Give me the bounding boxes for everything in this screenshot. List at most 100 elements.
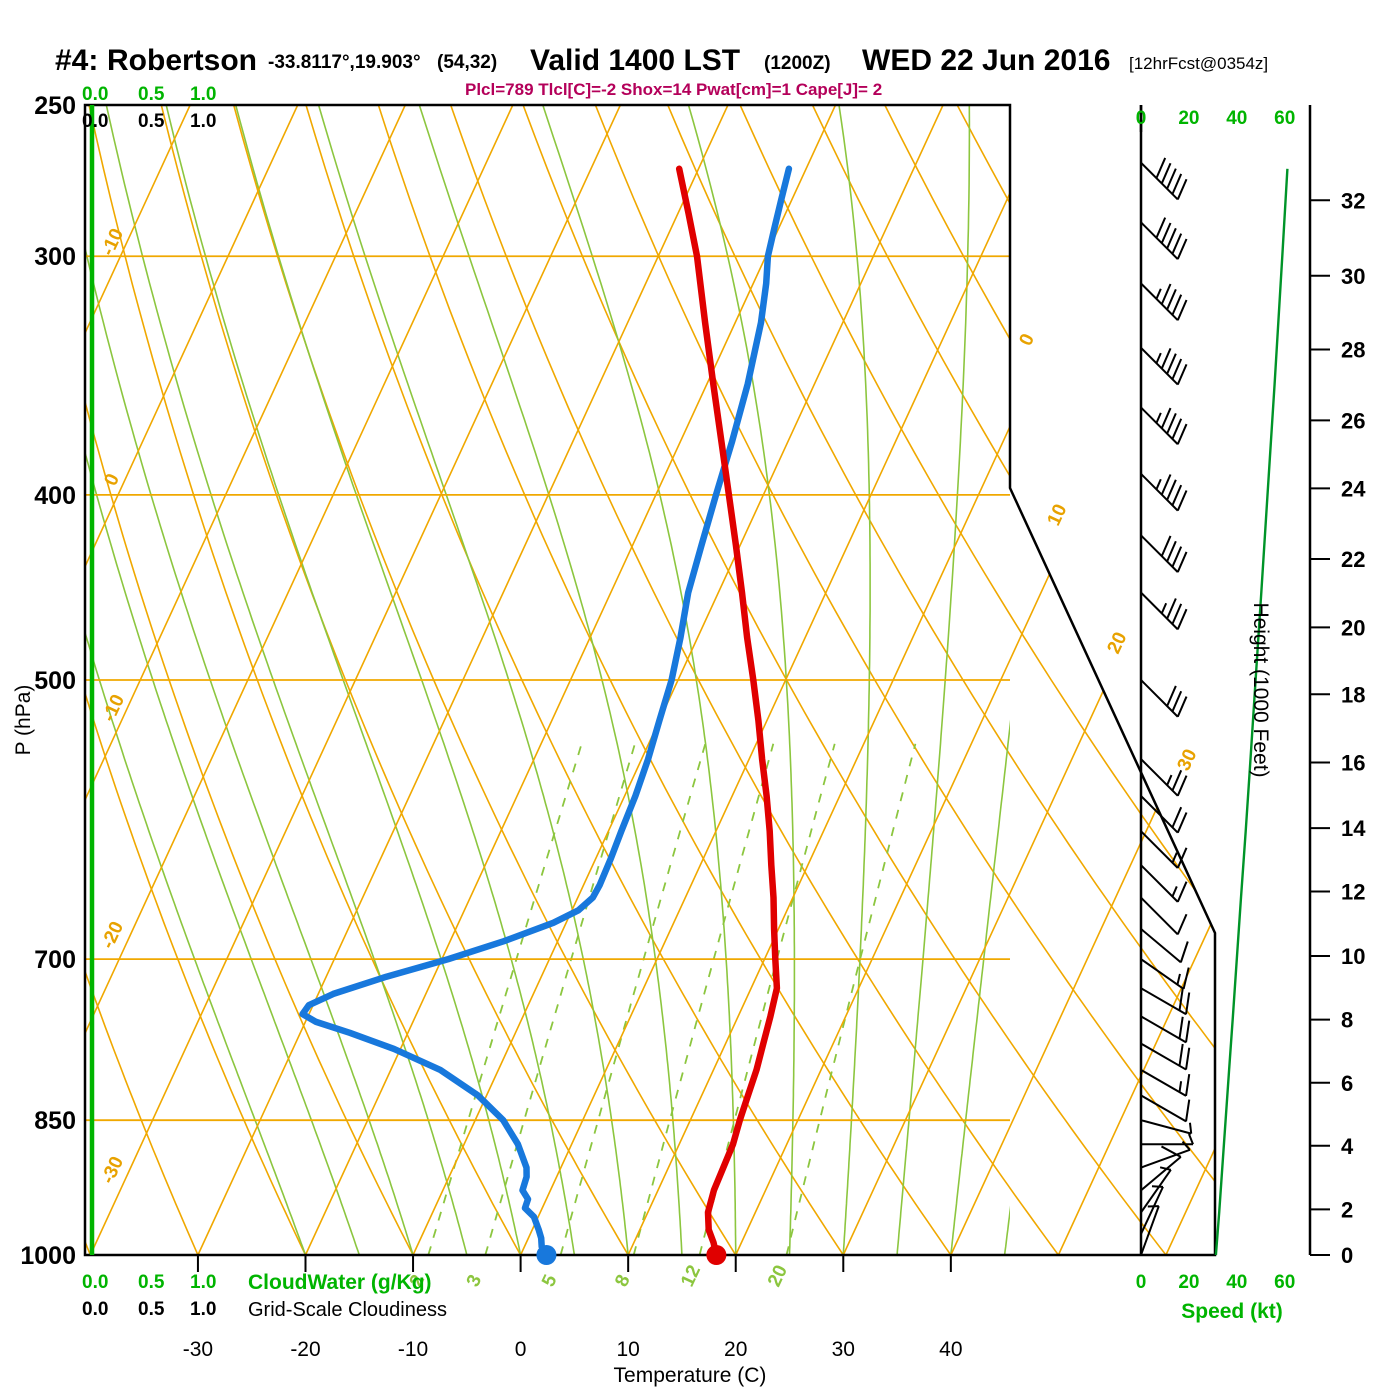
surface-markers [536, 1245, 727, 1265]
isotherm-labels: -10 0 -10 -20 -30 0 10 20 30 [97, 225, 1201, 1187]
wind-barb-shaft [1140, 1042, 1187, 1071]
wind-barb-full [1176, 775, 1188, 797]
speed-top-tick-40: 40 [1226, 108, 1247, 129]
wind-barb-full [1160, 222, 1172, 244]
isotherm-label-6: 10 [1043, 501, 1071, 529]
wind-barb [1140, 987, 1191, 1016]
wind-barb [1140, 1140, 1191, 1169]
speed-tick-labels: 0 0 20 20 40 40 60 60 [1136, 108, 1296, 1293]
isotherm--70 [85, 105, 299, 569]
height-axis-label: Height (1000 Feet) [1249, 602, 1272, 777]
wind-barb-full [1171, 546, 1183, 568]
wind-barb-half [1188, 1122, 1193, 1134]
temperature-tick-labels: -30 -20 -10 0 10 20 30 40 [183, 1255, 963, 1361]
wind-barb [1140, 958, 1190, 990]
wind-barb-full [1178, 1043, 1184, 1066]
isobar-set [85, 105, 1010, 1255]
wind-barb-shaft [1140, 1186, 1164, 1235]
speed-bottom-tick-40: 40 [1226, 1272, 1247, 1293]
wind-barb-full [1185, 1073, 1191, 1097]
surface-dewpoint [536, 1245, 557, 1265]
height-tick-label-18: 18 [1341, 682, 1365, 707]
isotherm-label-2: -10 [98, 691, 129, 725]
speed-top-tick-0: 0 [1136, 108, 1147, 129]
wind-barb-shaft [1140, 864, 1179, 903]
mixing-ratio-8 [632, 743, 775, 1255]
temperature-curve [675, 165, 781, 1255]
wind-barb-full [1161, 1145, 1182, 1158]
mixing-ratio-3 [484, 743, 636, 1255]
wind-barb-full [1182, 967, 1190, 990]
mixing-ratio-label-5: 5 [538, 1271, 562, 1290]
temperature-tick-label-30: 30 [832, 1338, 855, 1361]
height-tick-label-14: 14 [1341, 816, 1366, 841]
wind-barb-full [1171, 769, 1183, 791]
wind-barb [1140, 591, 1188, 631]
dry-adiabat-ext-180 [1391, 105, 1400, 1255]
wind-barb-full [1160, 474, 1172, 496]
wind-barb [1140, 473, 1188, 512]
wind-barb-full [1166, 168, 1177, 190]
wind-barb-full [1178, 1016, 1184, 1039]
wind-barb [1140, 1042, 1191, 1071]
isotherm-30 [842, 891, 1010, 1255]
cloudiness-bot-tick-0: 0.0 [82, 1299, 108, 1320]
wind-barb [1140, 534, 1188, 573]
wind-barb-full [1178, 988, 1184, 1011]
wind-barb-full [1160, 347, 1172, 369]
isotherm-ext-70 [1274, 105, 1400, 1255]
wind-barb-full [1176, 299, 1188, 321]
speed-bottom-tick-60: 60 [1274, 1272, 1295, 1293]
wind-barb-full [1166, 353, 1177, 375]
wind-barb-full [1166, 227, 1177, 249]
mixing-ratio-label-3: 3 [463, 1272, 487, 1290]
moist-adiabat-15 [418, 105, 683, 1255]
wind-barb [1140, 1015, 1191, 1044]
wind-barb-full [1160, 407, 1172, 429]
wind-barb-shaft [1140, 534, 1179, 573]
wind-barb-full [1160, 162, 1172, 184]
height-tick-label-8: 8 [1341, 1008, 1353, 1033]
wind-barb-full [1171, 294, 1183, 316]
dry-adiabat-ext-90 [1010, 105, 1215, 1255]
wind-barb-half [1155, 478, 1162, 490]
moist-adiabat-20 [541, 105, 737, 1255]
sounding-curves [299, 165, 793, 1255]
wind-barb [1140, 157, 1188, 201]
mixing-ratio-label-12: 12 [677, 1262, 705, 1290]
dry-adiabat-50 [449, 105, 1010, 1190]
wind-barb-half [1171, 886, 1178, 897]
wind-barb-full [1171, 690, 1183, 712]
wind-barb-full [1166, 540, 1177, 562]
wind-barb-full [1176, 696, 1188, 718]
wind-barb [1140, 217, 1188, 260]
isotherm-label-1: 0 [100, 471, 124, 489]
wind-barb-shaft [1140, 406, 1179, 445]
speed-bottom-tick-20: 20 [1178, 1272, 1199, 1293]
isotherm-ext-80 [1381, 105, 1400, 1255]
cloudiness-top-tick-2: 1.0 [190, 111, 216, 132]
temperature-tick-label-20: 20 [724, 1338, 747, 1361]
wind-barb-half [1160, 602, 1168, 614]
wind-barb-full [1155, 217, 1167, 239]
dry-adiabat-ext-80 [1010, 105, 1215, 1255]
wind-barb-shaft [1140, 282, 1179, 321]
cloudwater-top-tick-0: 0.0 [82, 84, 108, 105]
mixing-ratio-2 [427, 743, 583, 1255]
wind-barb-full [1171, 358, 1183, 380]
wind-barb-full [1176, 881, 1188, 903]
height-tick-label-0: 0 [1341, 1243, 1353, 1268]
wind-barb-shaft [1140, 221, 1179, 260]
pressure-tick-label-700: 700 [34, 946, 76, 974]
wind-barb-shaft [1140, 591, 1179, 631]
wind-barb-full [1176, 551, 1188, 573]
wind-barb-full [1176, 913, 1188, 935]
wind-barb-full [1171, 603, 1183, 625]
wind-barb-full [1171, 484, 1183, 506]
pressure-tick-label-250: 250 [34, 92, 76, 120]
height-tick-label-20: 20 [1341, 615, 1365, 640]
wind-barb-half [1181, 1140, 1191, 1151]
moist-adiabat-25 [687, 105, 796, 1255]
